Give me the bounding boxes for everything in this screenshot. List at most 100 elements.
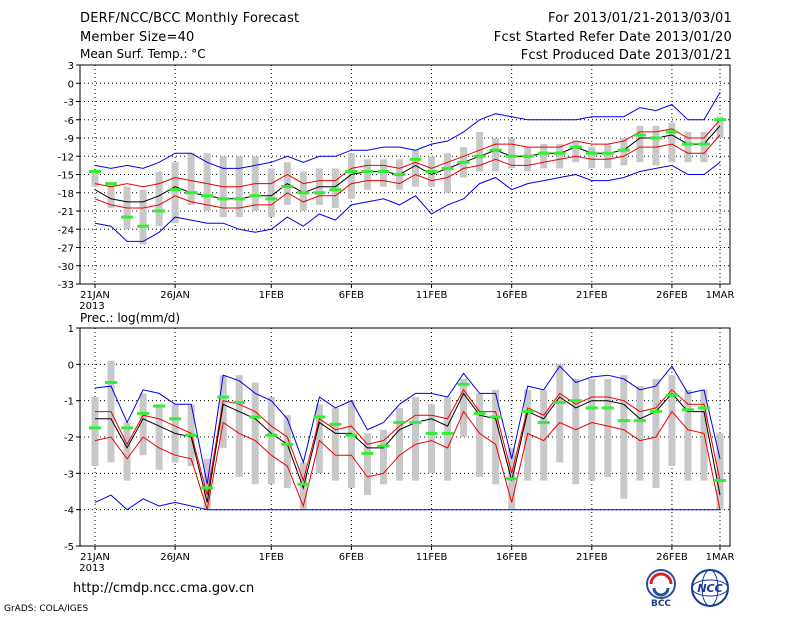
obs-marker	[505, 154, 518, 158]
ensemble-box	[636, 125, 644, 163]
obs-marker	[441, 431, 454, 435]
obs-marker	[345, 433, 358, 437]
obs-marker	[89, 169, 101, 173]
panel-title: Mean Surf. Temp.: °C	[80, 47, 206, 61]
ensemble-box	[219, 375, 227, 448]
obs-marker	[89, 426, 101, 430]
y-tick-label: -24	[58, 225, 74, 236]
ensemble-box	[107, 183, 115, 208]
ensemble-box	[684, 389, 692, 481]
ensemble-box	[412, 150, 420, 187]
obs-marker	[473, 411, 486, 415]
bcc-logo-text: BCC	[651, 599, 671, 608]
obs-marker	[249, 415, 262, 419]
y-tick-label: -2	[64, 433, 74, 444]
y-tick-label: -1	[64, 397, 74, 408]
x-tick-label: 26FEB	[656, 290, 688, 301]
obs-marker	[185, 433, 198, 437]
chart-title: DERF/NCC/BCC Monthly Forecast	[80, 11, 300, 26]
ensemble-box	[187, 153, 195, 205]
y-tick-label: -21	[58, 207, 74, 218]
obs-marker	[105, 381, 118, 384]
obs-marker	[681, 408, 694, 412]
obs-marker	[633, 419, 646, 423]
ensemble-box	[476, 393, 484, 477]
obs-marker	[521, 154, 534, 158]
obs-marker	[201, 486, 214, 490]
ensemble-box	[540, 389, 548, 481]
ensemble-box	[444, 397, 452, 481]
obs-marker	[537, 151, 550, 155]
obs-marker	[633, 133, 646, 137]
ensemble-box	[460, 378, 468, 437]
panel-title: Prec.: log(mm/d)	[80, 311, 180, 325]
ensemble-box	[444, 153, 452, 193]
ensemble-box	[139, 393, 147, 456]
bcc-logo: BCC	[646, 569, 676, 608]
x-tick-label: 1FEB	[259, 552, 284, 563]
x-tick-label: 26JAN	[160, 290, 190, 301]
ensemble-box	[716, 433, 724, 510]
obs-marker	[281, 442, 294, 446]
y-tick-label: -5	[64, 542, 74, 553]
obs-marker	[393, 420, 406, 424]
ensemble-box	[716, 116, 724, 138]
year-label: 2013	[79, 301, 104, 312]
ncc-logo-text: NCC	[697, 582, 722, 595]
ensemble-box	[395, 407, 403, 481]
y-tick-label: -3	[64, 98, 74, 109]
obs-marker	[441, 166, 454, 170]
ensemble-box	[700, 131, 708, 163]
obs-marker	[297, 191, 310, 195]
obs-marker	[105, 182, 118, 186]
ensemble-box	[315, 404, 323, 474]
x-tick-label: 26FEB	[656, 552, 688, 563]
obs-marker	[585, 406, 598, 410]
ensemble-box	[556, 144, 564, 169]
ensemble-box	[684, 131, 692, 163]
ensemble-box	[283, 415, 291, 488]
ensemble-box	[636, 386, 644, 481]
ensemble-box	[267, 397, 275, 485]
obs-marker	[169, 417, 182, 421]
obs-marker	[297, 482, 310, 486]
obs-marker	[409, 157, 422, 161]
y-tick-label: -9	[64, 134, 74, 145]
series-mean-line	[95, 392, 721, 503]
obs-marker	[265, 197, 278, 201]
obs-marker	[697, 142, 710, 146]
footer-url[interactable]: http://cmdp.ncc.cma.gov.cn	[73, 581, 255, 596]
obs-marker	[649, 410, 662, 414]
ensemble-box	[267, 168, 275, 218]
panel-temperature: 3 0 -3 -6 -9 -12 -15 -18 -21 -24 -27 -30 -33 21JAN 26J…	[58, 47, 735, 312]
obs-marker	[665, 130, 678, 134]
ensemble-box	[379, 159, 387, 187]
obs-marker	[409, 420, 422, 424]
obs-marker	[569, 145, 582, 149]
obs-marker	[505, 477, 518, 481]
obs-marker	[217, 395, 230, 399]
obs-marker	[473, 154, 486, 158]
ensemble-box	[604, 378, 612, 477]
ensemble-box	[652, 125, 660, 166]
ensemble-box	[588, 147, 596, 169]
ensemble-box	[572, 141, 580, 163]
ensemble-box	[604, 144, 612, 169]
y-tick-label: -4	[64, 506, 74, 517]
y-tick-label: -12	[58, 152, 74, 163]
ensemble-box	[171, 162, 179, 224]
x-tick-label: 11FEB	[416, 290, 448, 301]
obs-marker	[233, 197, 246, 201]
obs-marker	[665, 393, 678, 397]
obs-marker	[233, 400, 246, 404]
obs-marker	[601, 151, 614, 155]
obs-marker	[329, 422, 342, 426]
ensemble-box	[668, 375, 676, 467]
series-lower-line	[94, 134, 721, 209]
ensemble-box	[91, 397, 99, 467]
year-label: 2013	[79, 563, 104, 574]
forecast-start-ref: Fcst Started Refer Date 2013/01/20	[493, 30, 732, 45]
series-max-line	[94, 92, 721, 169]
obs-marker	[489, 415, 502, 419]
obs-marker	[265, 433, 278, 437]
